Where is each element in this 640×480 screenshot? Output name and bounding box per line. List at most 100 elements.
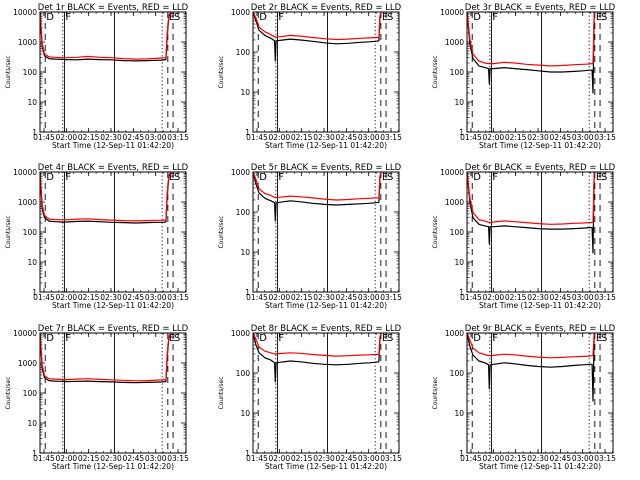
marker-label: F — [278, 172, 284, 183]
x-tick-label: 02:00 — [483, 293, 505, 302]
x-tick-label: 02:00 — [56, 133, 78, 142]
series-line-lld — [252, 11, 382, 41]
x-tick-label: 02:30 — [100, 293, 122, 302]
x-tick-label: 02:45 — [336, 133, 358, 142]
y-tick-label: 100 — [23, 228, 38, 237]
marker-label: E — [596, 12, 602, 23]
y-axis-label: Counts/sec — [5, 215, 12, 248]
marker-label: F — [65, 12, 71, 23]
series-line-lld — [466, 171, 595, 225]
y-tick-label: 1000 — [445, 38, 464, 47]
x-tick-label: 01:45 — [460, 293, 482, 302]
series-line-events — [252, 11, 382, 62]
marker-label: E — [382, 333, 388, 344]
series-line-lld — [466, 11, 595, 67]
plot-frame — [39, 171, 187, 293]
x-tick-label: 03:15 — [594, 293, 616, 302]
x-tick-label: 03:15 — [167, 133, 189, 142]
marker-label: S — [387, 12, 393, 23]
y-tick-label: 1 — [32, 288, 37, 297]
x-tick-label: 01:45 — [33, 293, 55, 302]
x-axis-label: Start Time (12-Sep-11 01:42:20) — [479, 301, 601, 310]
marker-label: E — [169, 333, 175, 344]
x-tick-label: 02:45 — [123, 454, 145, 463]
series-line-lld — [39, 332, 172, 382]
x-tick-label: 03:00 — [145, 133, 167, 142]
y-axis-label: Counts/sec — [5, 55, 12, 88]
x-tick-label: 02:15 — [291, 133, 313, 142]
marker-label: E — [169, 172, 175, 183]
chart-title: Det 2r BLACK = Events, RED = LLD — [251, 3, 402, 13]
y-tick-label: 1 — [459, 449, 464, 458]
x-tick-label: 03:00 — [358, 293, 380, 302]
chart-panel-7: Det 7r BLACK = Events, RED = LLD Counts/s… — [5, 324, 189, 471]
chart-panel-6: Det 6r BLACK = Events, RED = LLD Counts/s… — [432, 163, 616, 310]
x-tick-label: 02:15 — [78, 454, 100, 463]
y-tick-label: 1 — [245, 449, 250, 458]
x-tick-label: 03:15 — [380, 133, 402, 142]
x-tick-label: 03:15 — [380, 293, 402, 302]
x-axis-label: Start Time (12-Sep-11 01:42:20) — [479, 141, 601, 150]
x-axis-label: Start Time (12-Sep-11 01:42:20) — [52, 301, 174, 310]
plot-frame — [252, 171, 400, 293]
y-tick-label: 10000 — [440, 168, 464, 177]
y-axis-label: Counts/sec — [218, 55, 225, 88]
y-tick-label: 100 — [236, 369, 251, 378]
x-tick-label: 01:45 — [460, 133, 482, 142]
x-tick-label: 02:45 — [550, 133, 572, 142]
x-tick-label: 03:15 — [594, 133, 616, 142]
y-axis-label: Counts/sec — [432, 55, 439, 88]
x-tick-label: 02:30 — [313, 293, 335, 302]
y-tick-label: 100 — [450, 68, 465, 77]
chart-panel-9: Det 9r BLACK = Events, RED = LLD Counts/s… — [432, 324, 616, 471]
y-axis-label: Counts/sec — [218, 376, 225, 409]
x-tick-label: 03:15 — [380, 454, 402, 463]
marker-label: D — [46, 172, 54, 183]
series-line-events — [39, 171, 172, 224]
y-tick-label: 10 — [454, 98, 464, 107]
x-tick-label: 02:00 — [56, 454, 78, 463]
y-tick-label: 10 — [27, 98, 37, 107]
chart-panel-2: Det 2r BLACK = Events, RED = LLD Counts/s… — [218, 3, 402, 150]
chart-panel-3: Det 3r BLACK = Events, RED = LLD Counts/s… — [432, 3, 616, 150]
marker-label: E — [596, 333, 602, 344]
marker-label: F — [492, 333, 498, 344]
x-axis-label: Start Time (12-Sep-11 01:42:20) — [52, 141, 174, 150]
series-line-lld — [466, 332, 595, 359]
series-line-lld — [39, 171, 172, 222]
y-axis-label: Counts/sec — [432, 376, 439, 409]
x-tick-label: 02:45 — [550, 293, 572, 302]
series-line-lld — [39, 11, 172, 60]
y-tick-label: 1 — [459, 288, 464, 297]
y-tick-label: 1 — [32, 449, 37, 458]
marker-label: S — [174, 12, 180, 23]
plot-frame — [466, 11, 614, 133]
x-tick-label: 02:00 — [269, 133, 291, 142]
marker-label: S — [601, 12, 607, 23]
marker-label: D — [259, 333, 267, 344]
y-tick-label: 10000 — [440, 8, 464, 17]
x-tick-label: 03:00 — [145, 454, 167, 463]
marker-label: E — [169, 12, 175, 23]
y-tick-label: 1000 — [231, 329, 250, 338]
y-tick-label: 1000 — [18, 38, 37, 47]
x-tick-label: 02:15 — [291, 454, 313, 463]
x-tick-label: 03:00 — [358, 133, 380, 142]
x-axis-label: Start Time (12-Sep-11 01:42:20) — [265, 141, 387, 150]
x-axis-label: Start Time (12-Sep-11 01:42:20) — [265, 462, 387, 471]
marker-label: S — [387, 333, 393, 344]
y-tick-label: 10 — [27, 258, 37, 267]
marker-label: D — [473, 333, 481, 344]
x-tick-label: 01:45 — [460, 454, 482, 463]
series-line-events — [466, 171, 595, 254]
x-tick-label: 01:45 — [246, 293, 268, 302]
marker-label: F — [65, 172, 71, 183]
chart-panel-4: Det 4r BLACK = Events, RED = LLD Counts/s… — [5, 163, 189, 310]
chart-title: Det 1r BLACK = Events, RED = LLD — [38, 3, 189, 13]
chart-title: Det 7r BLACK = Events, RED = LLD — [38, 324, 189, 334]
marker-label: F — [278, 333, 284, 344]
x-tick-label: 02:30 — [100, 133, 122, 142]
x-tick-label: 02:15 — [78, 133, 100, 142]
plot-frame — [39, 332, 187, 454]
